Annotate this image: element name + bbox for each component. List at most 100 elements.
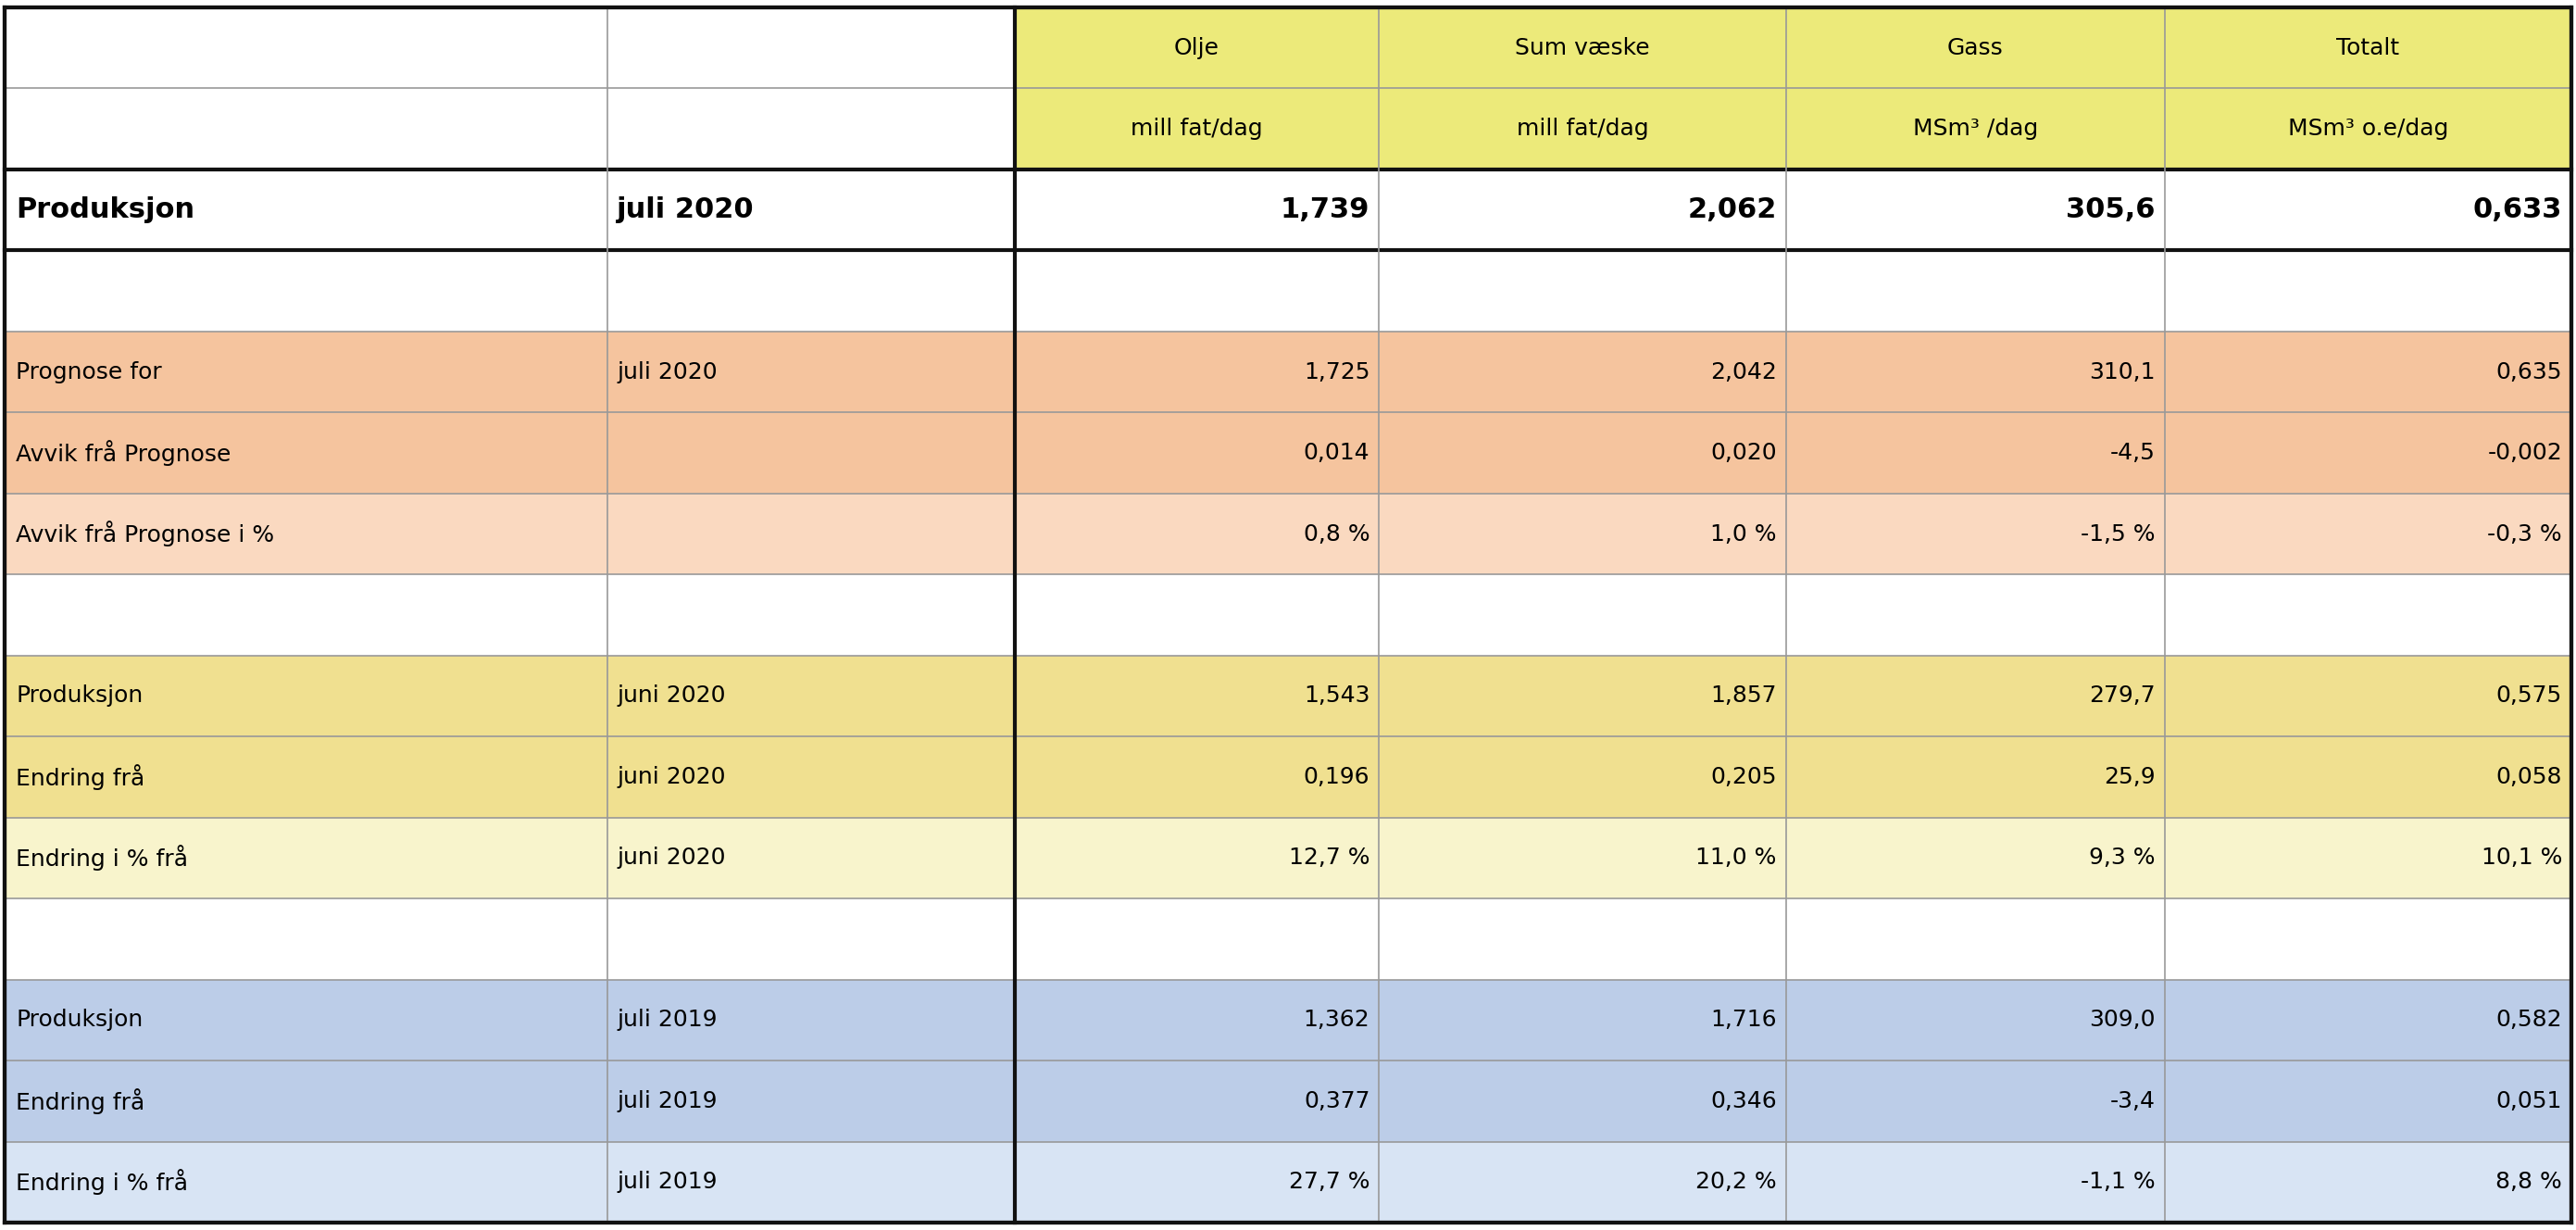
Bar [2164,7,2571,89]
Text: 279,7: 279,7 [2089,685,2156,707]
Bar [2164,493,2571,574]
Bar [608,331,1015,412]
Bar [608,412,1015,493]
Bar [1015,331,1378,412]
Bar [1015,493,1378,574]
Text: mill fat/dag: mill fat/dag [1517,118,1649,140]
Text: 1,739: 1,739 [1280,197,1370,224]
Bar [608,979,1015,1060]
Bar [1015,412,1378,493]
Bar [2164,412,2571,493]
Bar [2164,331,2571,412]
Bar [1015,818,1378,899]
Text: 1,543: 1,543 [1303,685,1370,707]
Bar [5,493,608,574]
Bar [1378,1141,1785,1223]
Text: 0,051: 0,051 [2496,1090,2563,1112]
Text: 0,635: 0,635 [2496,360,2563,383]
Bar [1378,493,1785,574]
Bar [2164,89,2571,170]
Bar [1785,979,2164,1060]
Text: 12,7 %: 12,7 % [1288,847,1370,870]
Bar [1785,1141,2164,1223]
Text: Produksjon: Produksjon [15,685,142,707]
Bar [2164,899,2571,979]
Bar [608,737,1015,818]
Bar [1015,89,1378,170]
Text: MSm³ /dag: MSm³ /dag [1911,118,2038,140]
Text: Endring i % frå: Endring i % frå [15,845,188,871]
Text: 2,062: 2,062 [1687,197,1777,224]
Text: 0,196: 0,196 [1303,766,1370,788]
Bar [608,170,1015,251]
Bar [1015,7,1378,89]
Text: 2,042: 2,042 [1710,360,1777,383]
Text: -4,5: -4,5 [2110,442,2156,464]
Bar [1015,170,1378,251]
Bar [5,656,608,737]
Text: Avvik frå Prognose i %: Avvik frå Prognose i % [15,522,273,547]
Bar [1785,493,2164,574]
Bar [1785,656,2164,737]
Text: Endring i % frå: Endring i % frå [15,1170,188,1196]
Text: -3,4: -3,4 [2110,1090,2156,1112]
Bar [1378,656,1785,737]
Text: juni 2020: juni 2020 [618,766,726,788]
Bar [2164,818,2571,899]
Bar [5,737,608,818]
Bar [608,251,1015,331]
Text: juli 2020: juli 2020 [618,197,755,224]
Text: 305,6: 305,6 [2066,197,2156,224]
Bar [608,1141,1015,1223]
Bar [2164,170,2571,251]
Bar [5,412,608,493]
Text: Produksjon: Produksjon [15,1009,142,1031]
Text: 8,8 %: 8,8 % [2496,1171,2563,1193]
Bar [5,89,608,170]
Text: Endring frå: Endring frå [15,1089,144,1114]
Bar [608,574,1015,656]
Bar [1378,89,1785,170]
Text: -1,1 %: -1,1 % [2081,1171,2156,1193]
Bar [1378,412,1785,493]
Text: -0,3 %: -0,3 % [2488,523,2563,545]
Text: 1,857: 1,857 [1710,685,1777,707]
Bar [608,818,1015,899]
Text: 25,9: 25,9 [2105,766,2156,788]
Text: mill fat/dag: mill fat/dag [1131,118,1262,140]
Bar [1378,979,1785,1060]
Text: Totalt: Totalt [2336,37,2398,59]
Bar [1015,899,1378,979]
Text: 0,020: 0,020 [1710,442,1777,464]
Text: 0,8 %: 0,8 % [1303,523,1370,545]
Text: 1,0 %: 1,0 % [1710,523,1777,545]
Text: juli 2019: juli 2019 [618,1090,719,1112]
Text: -1,5 %: -1,5 % [2081,523,2156,545]
Bar [1015,1060,1378,1141]
Bar [1378,331,1785,412]
Text: 11,0 %: 11,0 % [1695,847,1777,870]
Text: Endring frå: Endring frå [15,764,144,790]
Bar [1015,574,1378,656]
Bar [2164,1060,2571,1141]
Bar [2164,737,2571,818]
Bar [1378,170,1785,251]
Bar [1785,737,2164,818]
Text: juli 2019: juli 2019 [618,1009,719,1031]
Bar [1785,899,2164,979]
Bar [1785,251,2164,331]
Text: 1,716: 1,716 [1710,1009,1777,1031]
Bar [1015,979,1378,1060]
Bar [5,818,608,899]
Bar [608,656,1015,737]
Text: 27,7 %: 27,7 % [1288,1171,1370,1193]
Bar [1015,251,1378,331]
Text: 309,0: 309,0 [2089,1009,2156,1031]
Text: 0,377: 0,377 [1303,1090,1370,1112]
Text: Sum væske: Sum væske [1515,37,1651,59]
Bar [2164,574,2571,656]
Bar [1378,7,1785,89]
Bar [5,331,608,412]
Bar [1378,899,1785,979]
Bar [1785,89,2164,170]
